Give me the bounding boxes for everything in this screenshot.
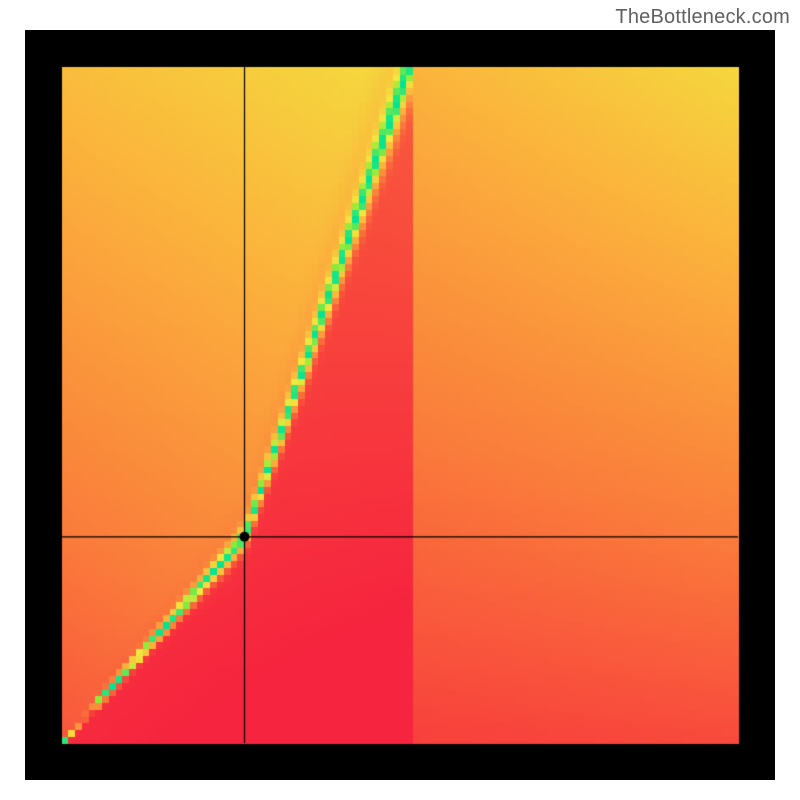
watermark-text: TheBottleneck.com — [615, 6, 790, 29]
plot-container — [25, 30, 775, 780]
heatmap-canvas — [25, 30, 775, 780]
